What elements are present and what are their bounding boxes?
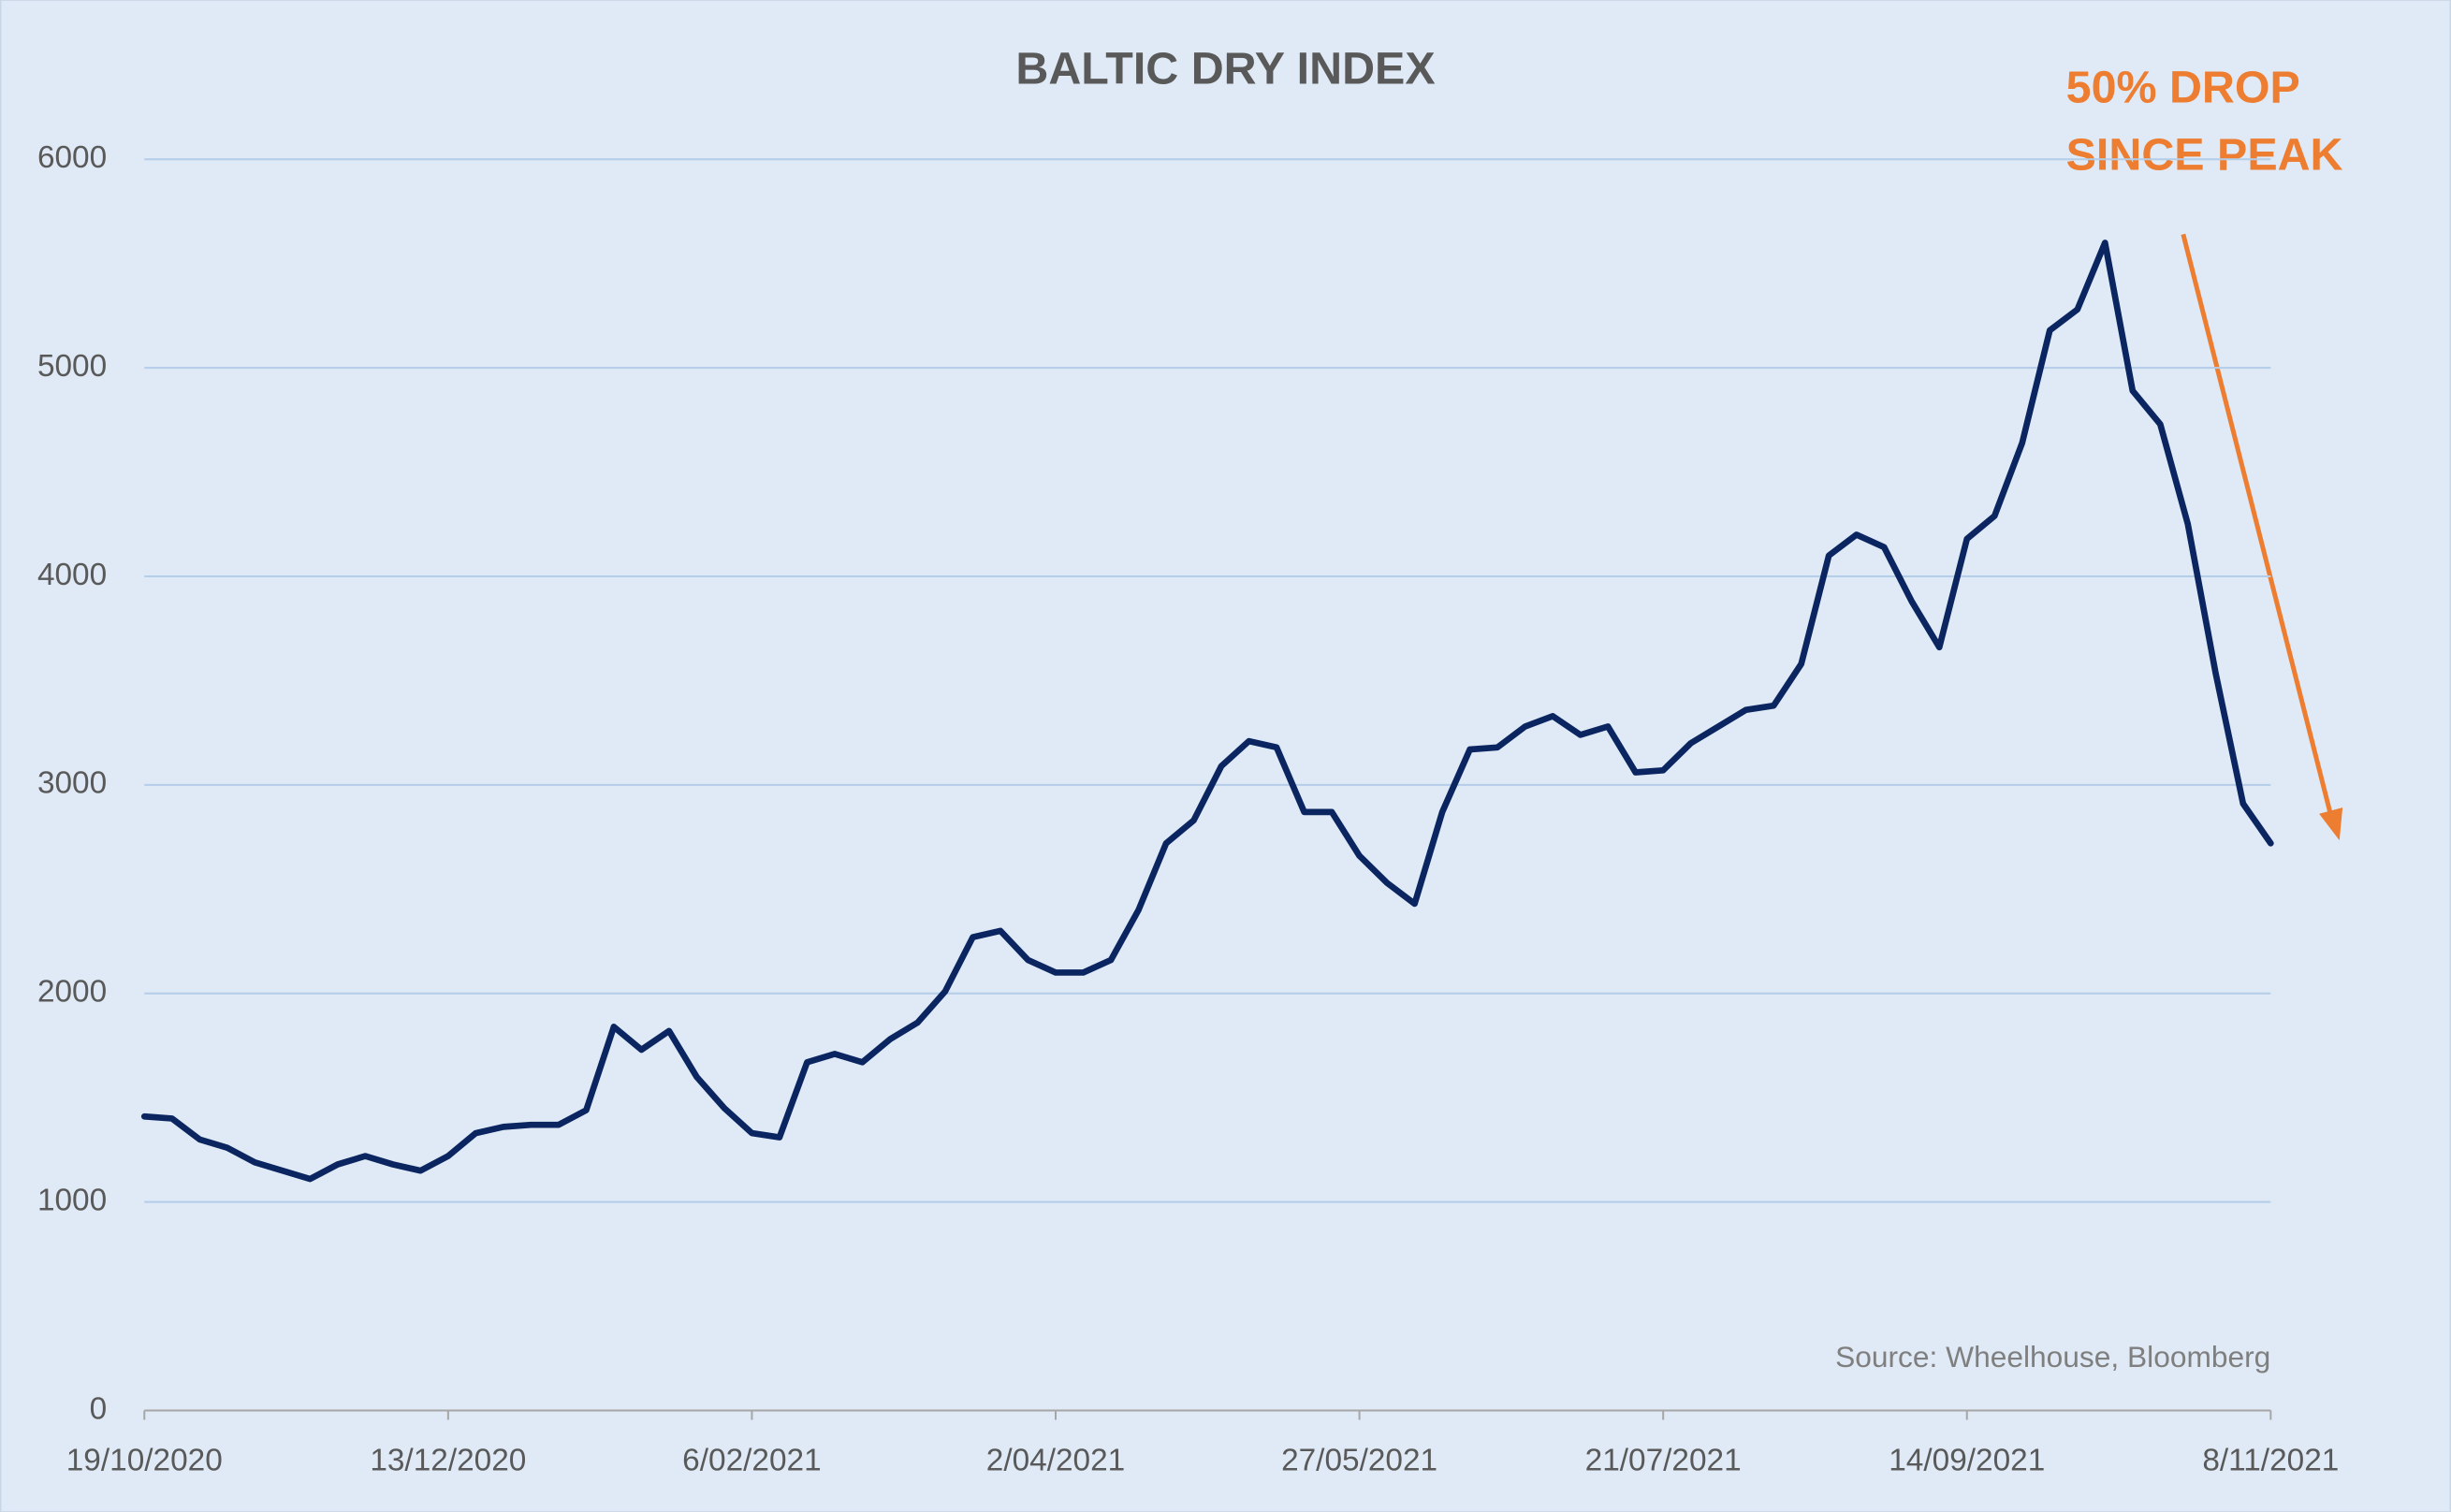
y-tick-label: 0	[90, 1391, 108, 1426]
annotation: SINCE PEAK	[2066, 129, 2343, 180]
annotation: 50% DROP	[2066, 63, 2300, 113]
arrow	[2181, 233, 2333, 813]
x-tick-label: 8/11/2021	[2202, 1443, 2339, 1477]
x-tick-label: 19/10/2020	[66, 1443, 223, 1477]
x-tick-label: 14/09/2021	[1889, 1443, 2045, 1477]
line	[140, 240, 2274, 1183]
x-tick-label: 21/07/2021	[1585, 1443, 1742, 1477]
y-tick-label: 6000	[37, 140, 107, 175]
y-tick-label: 3000	[37, 766, 107, 801]
y-tick-label: 2000	[37, 975, 107, 1010]
chart-title: BALTIC DRY INDEX	[1015, 44, 1435, 94]
source: Source: Wheelhouse, Bloomberg	[1835, 1340, 2270, 1374]
x-tick-label: 2/04/2021	[986, 1443, 1125, 1477]
y-tick-label: 5000	[37, 349, 107, 384]
y-tick-label: 4000	[37, 558, 107, 592]
arrow-head	[2319, 807, 2343, 841]
x-tick-label: 6/02/2021	[682, 1443, 821, 1477]
x-tick-label: 13/12/2020	[370, 1443, 526, 1477]
x-tick-label: 27/05/2021	[1281, 1443, 1437, 1477]
y-tick-label: 1000	[37, 1183, 107, 1217]
